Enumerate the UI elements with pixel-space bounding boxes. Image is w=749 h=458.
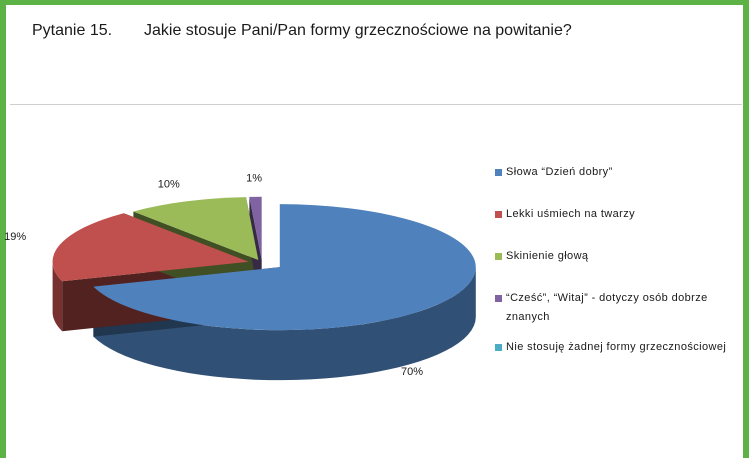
data-label-3: 10% (158, 178, 180, 190)
legend-item-4: “Cześć”, “Witaj” - dotyczy osób dobrze z… (495, 289, 731, 327)
legend-item-2: Lekki uśmiech na twarzy (495, 205, 731, 224)
legend-swatch-1 (495, 169, 502, 176)
pie-slice-2 (52, 213, 249, 282)
frame-border-right (743, 0, 749, 458)
data-label-2: 19% (4, 231, 26, 243)
frame-border-left (0, 0, 6, 458)
pie-slice-1 (93, 204, 476, 331)
title-divider (10, 104, 742, 105)
pie-slice-3 (133, 197, 259, 261)
legend-item-1: Słowa “Dzień dobry” (495, 163, 731, 182)
legend-label-5: Nie stosuję żadnej formy grzecznościowej (506, 341, 727, 353)
legend-swatch-2 (495, 211, 502, 218)
legend-label-3: Skinienie głową (506, 250, 589, 262)
question-number: Pytanie 15. (32, 22, 113, 39)
legend-swatch-3 (495, 253, 502, 260)
legend-label-2: Lekki uśmiech na twarzy (506, 208, 636, 220)
legend-swatch-4 (495, 295, 502, 302)
data-label-4: 1% (246, 173, 262, 185)
legend-item-5: Nie stosuję żadnej formy grzecznościowej (495, 338, 731, 357)
legend-swatch-5 (495, 344, 502, 351)
legend-item-3: Skinienie głową (495, 247, 731, 266)
legend-label-1: Słowa “Dzień dobry” (506, 166, 613, 178)
frame-border-top (0, 0, 749, 5)
data-label-1: 70% (401, 366, 423, 378)
question-text: Jakie stosuje Pani/Pan formy grzeczności… (144, 22, 572, 39)
pie-slice-4 (249, 196, 262, 260)
legend-label-4: “Cześć”, “Witaj” - dotyczy osób dobrze z… (506, 292, 708, 323)
